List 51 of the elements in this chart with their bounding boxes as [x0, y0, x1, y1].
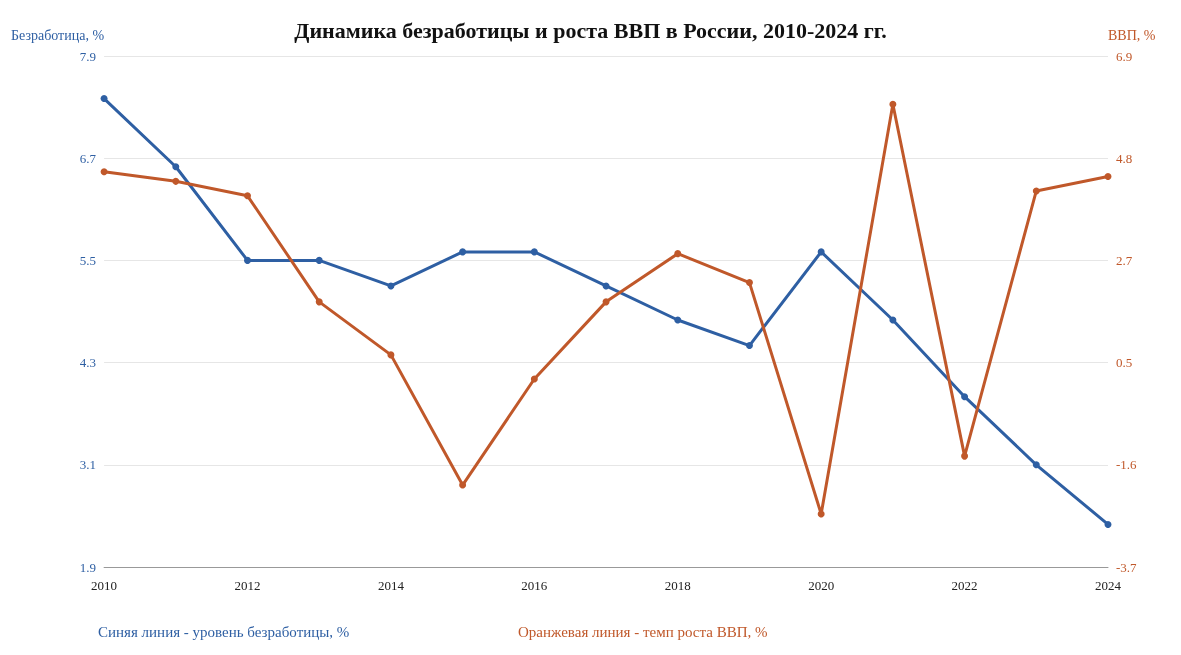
- point: [745, 279, 753, 287]
- x-tick-label: 2012: [234, 578, 261, 593]
- point: [674, 250, 682, 258]
- y2-tick-label: 6.9: [1116, 48, 1133, 64]
- point: [459, 481, 467, 489]
- point: [100, 168, 108, 176]
- point: [172, 163, 180, 171]
- point: [745, 342, 753, 350]
- point: [817, 248, 825, 256]
- point: [1104, 173, 1112, 181]
- point: [530, 248, 538, 256]
- x-tick-label: 2020: [808, 578, 835, 593]
- x-tick-label: 2014: [377, 578, 405, 593]
- point: [315, 298, 323, 306]
- point: [387, 351, 395, 359]
- y-tick-label: 6.7: [79, 150, 97, 166]
- point: [530, 375, 538, 383]
- y2-tick-label: 4.8: [1116, 150, 1133, 166]
- y-tick-label: 4.3: [79, 355, 97, 371]
- y-tick-label: 3.1: [79, 457, 97, 473]
- point: [1104, 520, 1112, 528]
- y-axis-title: Безработица, %: [10, 27, 105, 43]
- text: Синяя линия - уровень безработицы, %: [98, 623, 350, 640]
- y-tick-label: 7.9: [79, 48, 97, 64]
- x-tick-label: 2010: [91, 578, 118, 593]
- y-tick-label: 5.5: [79, 252, 97, 268]
- point: [961, 393, 969, 401]
- point: [1032, 187, 1040, 195]
- y2-tick-label: 2.7: [1116, 252, 1133, 268]
- point: [315, 256, 323, 264]
- y2-tick-label: 0.5: [1116, 355, 1133, 371]
- chart-title: Динамика безработицы и роста ВВП в России, 2010-2024 гг.: [294, 17, 887, 43]
- point: [674, 316, 682, 324]
- point: [961, 452, 969, 460]
- x-tick-label: 2016: [521, 578, 548, 593]
- point: [100, 95, 108, 103]
- text: Оранжевая линия - темп роста ВВП, %: [518, 623, 768, 640]
- x-tick-label: 2024: [1095, 578, 1122, 593]
- x-tick-label: 2018: [664, 578, 691, 593]
- point: [244, 192, 251, 200]
- x-tick-label: 2022: [951, 578, 978, 593]
- point: [172, 177, 180, 185]
- y2-axis-title: ВВП, %: [1108, 27, 1156, 43]
- point: [889, 100, 897, 108]
- y2-tick-label: -1.6: [1116, 457, 1138, 473]
- point: [459, 248, 467, 256]
- y-tick-label: 1.9: [79, 559, 97, 575]
- point: [244, 256, 251, 264]
- y2-tick-label: -3.7: [1116, 559, 1138, 575]
- point: [1032, 461, 1040, 469]
- point: [817, 510, 825, 518]
